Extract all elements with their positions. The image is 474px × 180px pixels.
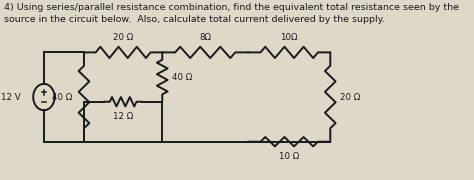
Text: 20 Ω: 20 Ω [340, 93, 360, 102]
Text: 12 Ω: 12 Ω [113, 112, 133, 121]
Text: source in the circuit below.  Also, calculate total current delivered by the sup: source in the circuit below. Also, calcu… [4, 15, 385, 24]
Text: 4) Using series/parallel resistance combination, find the equivalent total resis: 4) Using series/parallel resistance comb… [4, 3, 459, 12]
Text: 10 Ω: 10 Ω [279, 152, 300, 161]
Text: 20 Ω: 20 Ω [113, 33, 133, 42]
Text: 8Ω: 8Ω [199, 33, 211, 42]
Text: 40 Ω: 40 Ω [52, 93, 73, 102]
Text: 10Ω: 10Ω [281, 33, 298, 42]
Text: 40 Ω: 40 Ω [172, 73, 192, 82]
Text: 12 V: 12 V [1, 93, 21, 102]
